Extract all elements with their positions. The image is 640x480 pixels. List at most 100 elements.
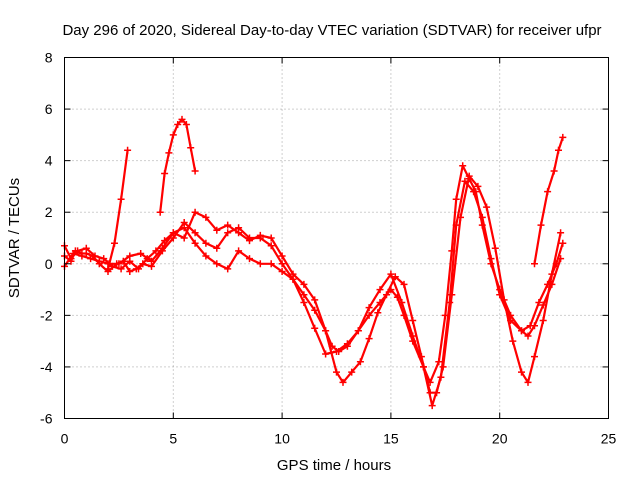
data-point-marker [365, 311, 373, 319]
data-point-marker [256, 231, 264, 239]
data-point-marker [202, 213, 210, 221]
data-point-marker [117, 265, 125, 273]
data-point-marker [278, 252, 286, 260]
data-point-marker [300, 291, 308, 299]
y-tick-label: 4 [45, 153, 53, 169]
data-point-marker [224, 265, 232, 273]
data-point-marker [365, 335, 373, 343]
data-point-marker [191, 208, 199, 216]
data-point-marker [459, 162, 467, 170]
data-point-marker [87, 255, 95, 263]
series-line [63, 175, 562, 394]
data-point-marker [117, 195, 125, 203]
data-point-marker [409, 332, 417, 340]
data-point-marker [524, 332, 532, 340]
data-point-marker [213, 226, 221, 234]
data-point-marker [124, 146, 132, 154]
data-point-marker [531, 353, 538, 361]
data-point-marker [300, 280, 308, 288]
data-point-marker [391, 273, 399, 281]
data-point-marker [300, 299, 308, 306]
data-point-marker [400, 280, 408, 288]
data-point-marker [143, 255, 151, 263]
data-point-marker [135, 265, 142, 273]
data-point-marker [246, 255, 253, 263]
data-point-marker [182, 121, 190, 128]
data-point-marker [518, 327, 525, 335]
data-point-marker [165, 149, 173, 157]
data-point-marker [354, 327, 362, 335]
data-point-marker [91, 252, 99, 260]
data-point-marker [535, 299, 543, 306]
axis-ticks: 0 5 10 15 20 25 -6 -4 -2 0 2 4 6 8 [40, 50, 616, 447]
data-point-marker [470, 188, 478, 196]
data-point-marker [465, 172, 473, 180]
data-point-marker [78, 252, 86, 260]
data-point-marker [180, 234, 188, 242]
data-point-marker [115, 260, 123, 268]
data-point-marker [457, 213, 464, 221]
series-line [63, 164, 562, 384]
data-point-marker [224, 221, 232, 229]
data-point-marker [111, 239, 118, 247]
data-point-marker [224, 229, 232, 237]
data-point-marker [339, 378, 347, 386]
data-point-marker [333, 368, 340, 376]
series-trace-5 [156, 115, 199, 216]
data-point-marker [439, 363, 447, 371]
data-point-marker [267, 260, 275, 268]
data-point-marker [383, 291, 390, 299]
data-point-marker [483, 203, 491, 211]
data-point-marker [548, 270, 556, 278]
data-point-marker [191, 167, 199, 175]
data-point-marker [278, 260, 286, 268]
data-point-marker [202, 239, 210, 247]
data-point-marker [356, 358, 364, 366]
y-tick-label: -4 [40, 359, 53, 375]
data-point-marker [448, 291, 456, 299]
series-line [159, 118, 197, 214]
data-point-marker [100, 255, 108, 263]
y-axis-label: SDTVAR / TECUs [6, 178, 23, 298]
data-point-marker [74, 247, 82, 255]
data-point-marker [311, 324, 319, 332]
x-tick-label: 25 [601, 431, 617, 447]
data-point-marker [191, 229, 199, 237]
plot-frame [64, 57, 609, 419]
series-line [106, 149, 129, 270]
data-point-marker [178, 115, 186, 123]
y-tick-label: -2 [40, 307, 53, 323]
series-trace-3 [61, 172, 565, 397]
data-point-marker [531, 260, 538, 268]
data-point-marker [152, 247, 160, 255]
data-point-marker [311, 296, 319, 304]
data-point-marker [500, 296, 508, 304]
data-point-marker [376, 286, 384, 294]
data-point-marker [126, 268, 134, 275]
data-point-marker [518, 368, 525, 376]
data-point-marker [509, 337, 517, 345]
y-tick-label: 2 [45, 204, 53, 220]
data-point-marker [559, 239, 567, 247]
series-trace-1 [61, 162, 565, 386]
data-point-marker [435, 358, 443, 366]
data-point-marker [95, 257, 103, 265]
y-tick-label: -6 [40, 411, 53, 427]
data-point-marker [169, 229, 177, 237]
x-tick-label: 15 [383, 431, 399, 447]
data-point-marker [161, 237, 169, 245]
data-point-marker [289, 270, 297, 278]
grid [64, 57, 609, 419]
data-point-marker [452, 195, 460, 203]
data-point-marker [365, 304, 373, 312]
data-point-marker [343, 340, 351, 348]
data-point-marker [187, 144, 195, 152]
data-point-marker [161, 170, 169, 177]
data-point-marker [491, 244, 499, 252]
data-point-marker [267, 234, 275, 242]
data-point-marker [559, 133, 567, 141]
data-point-marker [526, 322, 534, 330]
series-trace-2 [61, 177, 567, 410]
data-point-marker [524, 378, 532, 386]
